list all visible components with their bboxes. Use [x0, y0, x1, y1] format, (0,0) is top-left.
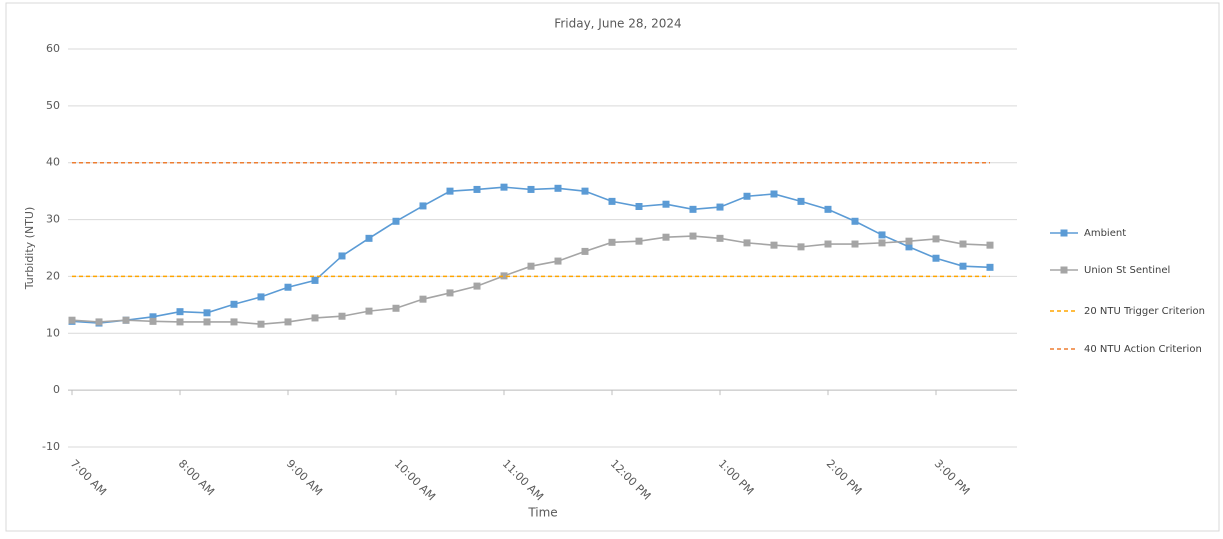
marker: [743, 239, 751, 247]
marker: [797, 243, 805, 251]
marker: [986, 241, 994, 249]
marker: [824, 205, 832, 213]
x-tick-label: 9:00 AM: [284, 457, 325, 498]
marker: [581, 247, 589, 255]
x-tick-label: 3:00 PM: [932, 457, 973, 498]
marker: [230, 300, 238, 308]
marker: [365, 307, 373, 315]
marker: [203, 309, 211, 317]
marker: [770, 190, 778, 198]
marker: [797, 197, 805, 205]
marker: [392, 304, 400, 312]
marker: [149, 313, 157, 321]
y-tick-label: 10: [46, 326, 60, 339]
x-tick-label: 1:00 PM: [716, 457, 757, 498]
marker: [932, 235, 940, 243]
marker: [473, 185, 481, 193]
marker: [689, 232, 697, 240]
marker: [905, 237, 913, 245]
marker: [635, 202, 643, 210]
marker: [635, 237, 643, 245]
x-tick-label: 7:00 AM: [68, 457, 109, 498]
marker: [257, 320, 265, 328]
y-tick-label: 50: [46, 99, 60, 112]
marker: [716, 234, 724, 242]
marker: [878, 231, 886, 239]
marker: [770, 241, 778, 249]
marker: [284, 283, 292, 291]
marker: [743, 192, 751, 200]
marker: [851, 240, 859, 248]
marker: [68, 316, 76, 324]
marker: [365, 234, 373, 242]
marker: [878, 239, 886, 247]
chart-frame: [5, 2, 1220, 532]
marker: [95, 318, 103, 326]
marker: [716, 203, 724, 211]
marker: [230, 318, 238, 326]
marker: [527, 262, 535, 270]
marker: [473, 282, 481, 290]
marker: [311, 276, 319, 284]
y-tick-label: -10: [42, 440, 60, 453]
marker: [824, 240, 832, 248]
marker: [662, 233, 670, 241]
x-tick-label: 10:00 AM: [392, 457, 438, 503]
legend-marker: [1060, 266, 1068, 274]
marker: [149, 317, 157, 325]
marker: [500, 183, 508, 191]
marker: [689, 205, 697, 213]
marker: [500, 272, 508, 280]
marker: [284, 318, 292, 326]
marker: [338, 252, 346, 260]
x-tick-label: 12:00 PM: [608, 457, 653, 502]
legend-label: 40 NTU Action Criterion: [1084, 344, 1202, 355]
marker: [905, 243, 913, 251]
marker: [608, 197, 616, 205]
marker: [419, 295, 427, 303]
marker: [203, 318, 211, 326]
y-tick-label: 40: [46, 156, 60, 169]
chart-title: Friday, June 28, 2024: [554, 17, 681, 31]
marker: [554, 257, 562, 265]
marker: [527, 185, 535, 193]
marker: [608, 238, 616, 246]
x-tick-label: 8:00 AM: [176, 457, 217, 498]
x-tick-label: 11:00 AM: [500, 457, 546, 503]
marker: [446, 289, 454, 297]
marker: [932, 254, 940, 262]
marker: [959, 240, 967, 248]
marker: [851, 217, 859, 225]
legend-label: Union St Sentinel: [1084, 265, 1170, 276]
marker: [176, 318, 184, 326]
marker: [986, 263, 994, 271]
marker: [257, 293, 265, 301]
marker: [176, 308, 184, 316]
marker: [959, 262, 967, 270]
marker: [311, 314, 319, 322]
x-axis-label: Time: [527, 506, 557, 520]
marker: [392, 217, 400, 225]
marker: [122, 316, 130, 324]
marker: [419, 202, 427, 210]
x-tick-label: 2:00 PM: [824, 457, 865, 498]
y-tick-label: 60: [46, 42, 60, 55]
y-tick-label: 30: [46, 213, 60, 226]
marker: [338, 312, 346, 320]
series-line: [71, 186, 991, 324]
y-axis-label: Turbidity (NTU): [23, 207, 36, 291]
marker: [581, 187, 589, 195]
y-tick-label: 20: [46, 269, 60, 282]
y-tick-label: 0: [53, 383, 60, 396]
marker: [662, 200, 670, 208]
marker: [446, 187, 454, 195]
legend-marker: [1060, 229, 1068, 237]
marker: [554, 184, 562, 192]
legend-label: Ambient: [1084, 228, 1126, 239]
legend-label: 20 NTU Trigger Criterion: [1084, 306, 1205, 317]
